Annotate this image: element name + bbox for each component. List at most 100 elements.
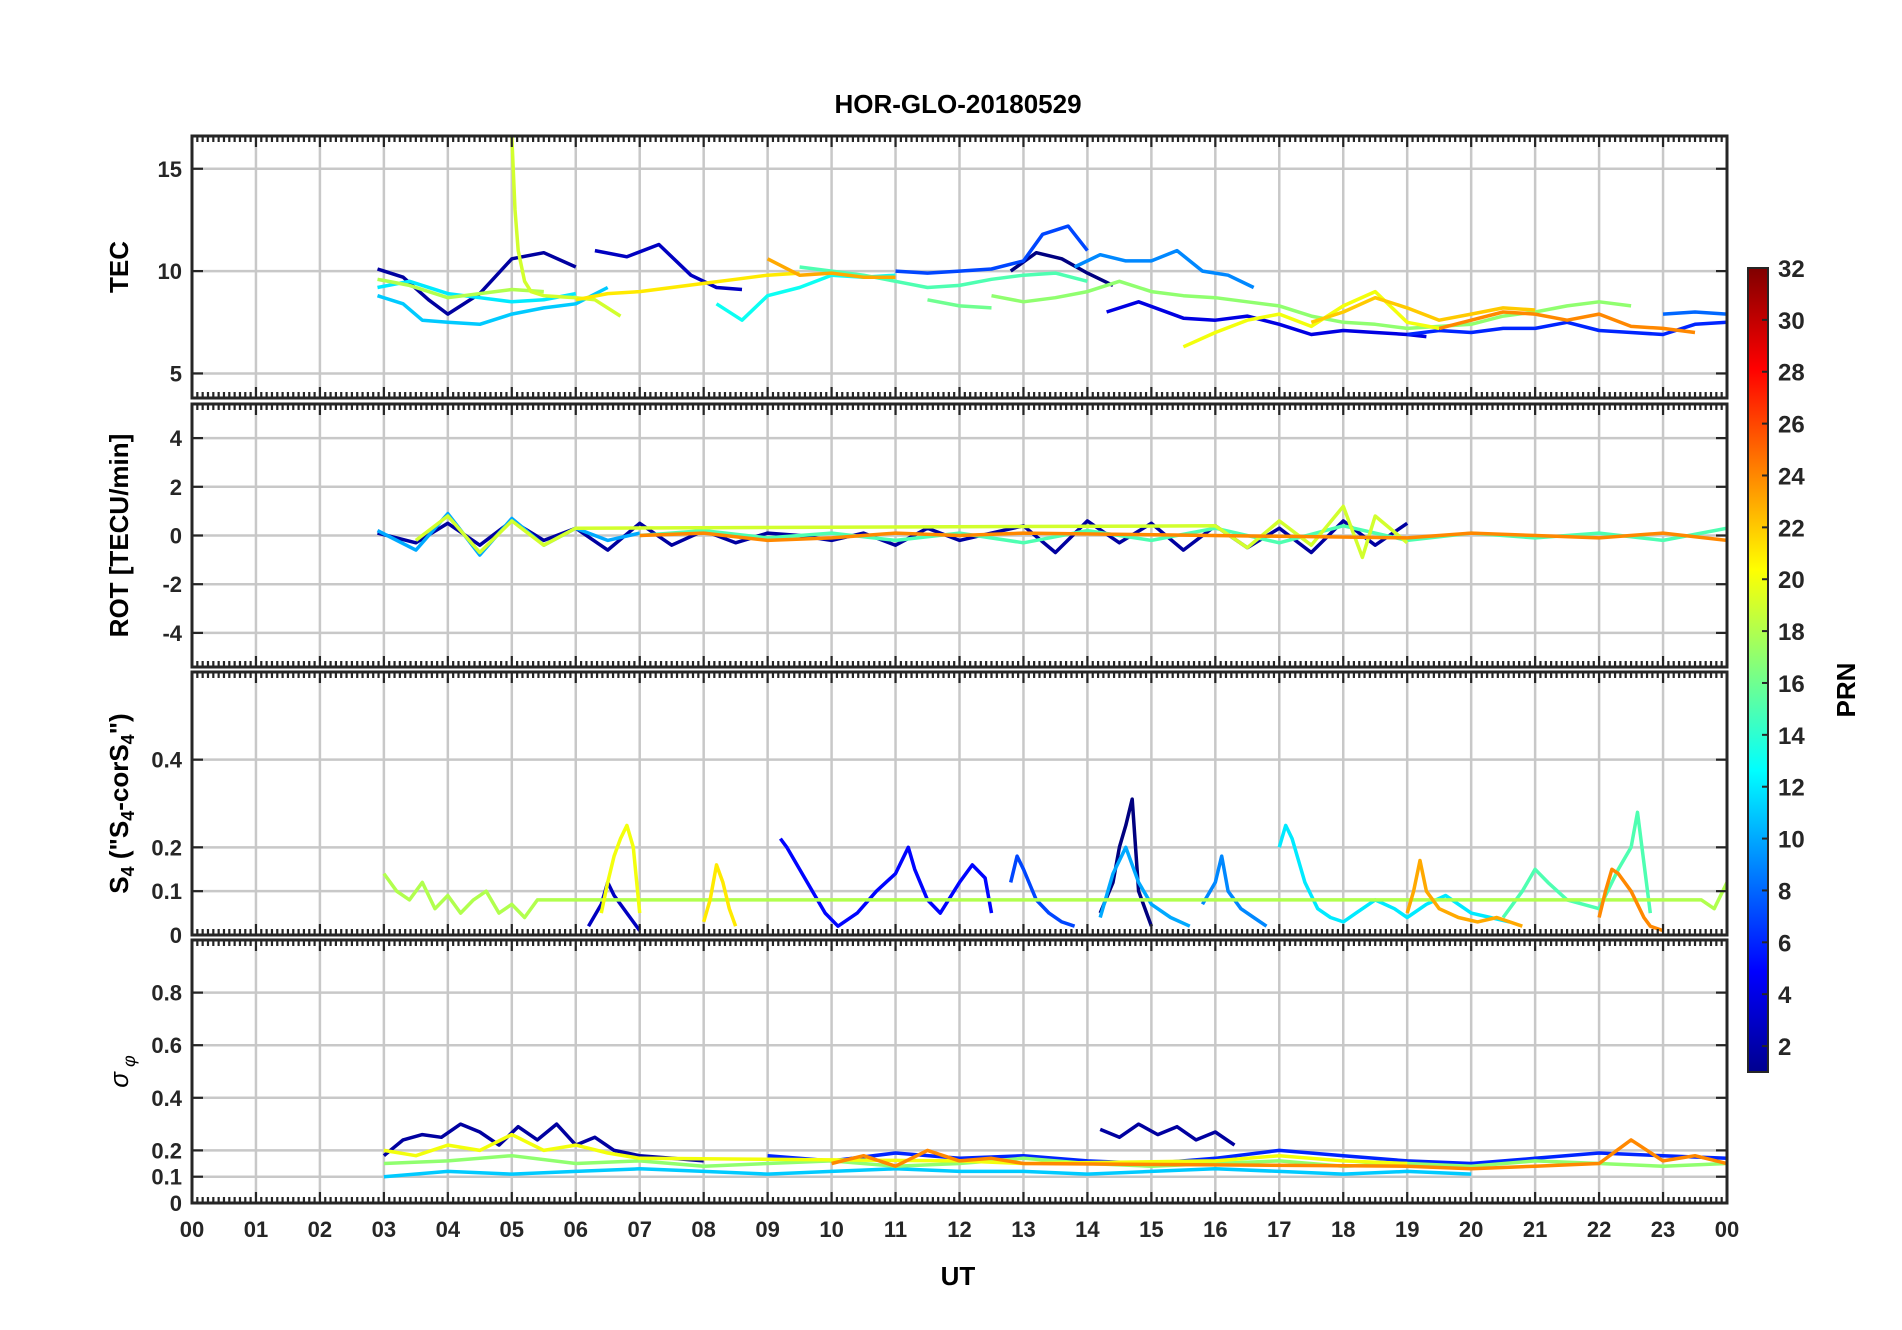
series-line-prn-1 <box>1009 250 1114 287</box>
x-tick-label: 16 <box>1203 1217 1227 1242</box>
colorbar-tick-label: 8 <box>1778 878 1791 905</box>
series-line-prn-24 <box>1438 310 1696 335</box>
x-tick-label: 00 <box>180 1217 204 1242</box>
series-line-prn-18 <box>382 872 1727 920</box>
colorbar-frame <box>1747 267 1769 1073</box>
series-line-prn-2 <box>382 1122 704 1163</box>
series-line-prn-9 <box>1073 248 1255 290</box>
colorbar-label: PRN <box>1831 663 1861 718</box>
y-tick-label: 0.1 <box>151 879 182 904</box>
y-tick-label: 2 <box>170 475 182 500</box>
y-tick-label: 0.1 <box>151 1165 182 1190</box>
colorbar-tick-label: 14 <box>1778 723 1805 750</box>
panel-sigma: 00.10.2 0.4 0.6 0.8 σ φ <box>104 938 1729 1216</box>
series-line-prn-20 <box>383 1132 1408 1166</box>
x-tick-label: 08 <box>691 1217 715 1242</box>
colorbar-tick-label: 32 <box>1778 256 1805 283</box>
series-line-prn-7 <box>895 224 1089 275</box>
series-line-prn-10 <box>376 511 641 557</box>
y-tick-label: 0 <box>170 1191 182 1216</box>
series-line-prn-12 <box>377 279 577 304</box>
series-line-prn-20 <box>1182 289 1440 349</box>
colorbar-tick-label: 10 <box>1778 827 1805 854</box>
y-tick-label: 0.4 <box>151 748 182 773</box>
series-line-prn-15 <box>1501 810 1653 919</box>
y-tick-label: 0.2 <box>151 835 182 860</box>
series-line-prn-6 <box>767 1148 1727 1166</box>
y-tick-label: 0.8 <box>151 981 182 1006</box>
colorbar-tick-label: 20 <box>1778 567 1805 594</box>
series-line-prn-16 <box>927 298 992 310</box>
series-line-prn-17 <box>383 1153 1727 1168</box>
x-tick-label: 13 <box>1011 1217 1035 1242</box>
series-line-prn-12 <box>1277 823 1510 924</box>
series-line-prn-3 <box>594 242 743 292</box>
y-tick-label: 0.2 <box>151 1138 182 1163</box>
x-tick-label: 22 <box>1587 1217 1611 1242</box>
x-axis-ticks: 00 01 02 03 04 05 06 07 08 09 10 11 12 13 14 15 16 17 18 19… <box>180 1217 1739 1242</box>
colorbar-tick-label: 24 <box>1778 463 1805 490</box>
colorbar-gradient <box>1748 268 1768 1072</box>
x-tick-label: 11 <box>884 1217 907 1242</box>
y-axis-label-sigma: σ φ <box>104 1055 139 1088</box>
series-line-prn-1 <box>1098 797 1154 927</box>
x-tick-label: 07 <box>627 1217 651 1242</box>
y-tick-label: -4 <box>162 621 182 646</box>
y-tick-label: 15 <box>158 157 182 182</box>
y-tick-label: 0.6 <box>151 1033 182 1058</box>
colorbar-tick-label: 26 <box>1778 412 1805 439</box>
series-line-prn-23 <box>1405 858 1523 928</box>
series-line-prn-11 <box>383 1167 1472 1179</box>
colorbar-tick-label: 4 <box>1778 982 1792 1009</box>
x-tick-label: 01 <box>244 1217 268 1242</box>
x-tick-label: 19 <box>1395 1217 1419 1242</box>
panel-tec-series <box>376 136 1727 349</box>
chart-title: HOR-GLO-20180529 <box>834 89 1081 119</box>
panel-rot-series <box>376 504 1727 560</box>
x-tick-label: 12 <box>947 1217 971 1242</box>
series-line-prn-24 <box>639 531 1727 543</box>
series-line-prn-21 <box>702 863 738 927</box>
panel-s4: 0 0.1 0.2 0.4 S4 ("S4-corS4") <box>104 670 1729 948</box>
panel-sigma-series <box>382 1122 1727 1179</box>
x-tick-label: 02 <box>308 1217 332 1242</box>
colorbar-tick-label: 12 <box>1778 775 1805 802</box>
colorbar-tick-label: 30 <box>1778 308 1805 335</box>
y-tick-label: 0 <box>170 923 182 948</box>
x-tick-label: 20 <box>1459 1217 1483 1242</box>
series-line-prn-24 <box>831 1138 1727 1171</box>
x-tick-label: 06 <box>564 1217 588 1242</box>
series-line-prn-15 <box>799 265 1088 290</box>
series-line-prn-4 <box>1106 300 1427 339</box>
x-tick-label: 17 <box>1267 1217 1291 1242</box>
x-tick-label: 18 <box>1331 1217 1355 1242</box>
x-tick-label: 10 <box>819 1217 843 1242</box>
x-tick-label: 23 <box>1651 1217 1675 1242</box>
panel-s4-series <box>382 797 1727 933</box>
colorbar-tick-label: 16 <box>1778 671 1805 698</box>
series-line-prn-11 <box>376 285 609 327</box>
series-line-prn-23 <box>766 257 896 279</box>
y-axis-label-rot: ROT [TECU/min] <box>104 434 134 638</box>
x-tick-label: 00 <box>1715 1217 1739 1242</box>
series-line-prn-10 <box>1098 845 1191 928</box>
x-tick-label: 05 <box>500 1217 524 1242</box>
series-line-prn-9 <box>1200 854 1268 928</box>
series-line-prn-18 <box>377 277 544 300</box>
x-axis-label: UT <box>941 1261 976 1291</box>
colorbar-tick-label: 28 <box>1778 360 1805 387</box>
series-line-prn-21 <box>575 271 800 302</box>
y-axis-label-s4: S4 ("S4-corS4") <box>104 713 138 893</box>
colorbar-tick-label: 22 <box>1778 515 1805 542</box>
series-line-prn-20 <box>599 823 642 914</box>
series-line-prn-5 <box>778 837 994 928</box>
panel-tec: 5 10 15 TEC <box>104 134 1729 400</box>
series-line-prn-3 <box>586 880 642 932</box>
colorbar-tick-label: 2 <box>1778 1034 1791 1061</box>
colorbar-tick-label: 18 <box>1778 619 1805 646</box>
series-line-prn-2 <box>1099 1122 1236 1147</box>
colorbar-tick-label: 6 <box>1778 930 1791 957</box>
x-tick-label: 04 <box>436 1217 461 1242</box>
